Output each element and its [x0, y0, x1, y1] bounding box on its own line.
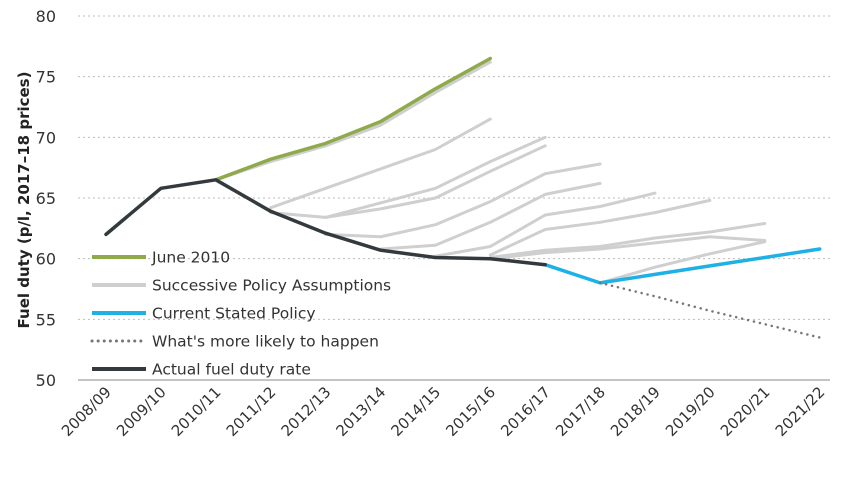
x-tick-label: 2009/10	[113, 383, 170, 440]
y-tick-labels: 50 55 60 65 70 75 80	[36, 7, 56, 390]
legend-label: June 2010	[151, 249, 230, 267]
series-line-3	[598, 281, 821, 339]
y-tick-label: 70	[36, 128, 56, 147]
policy-assumption-line-3	[269, 135, 547, 219]
policy-assumption-line-9	[488, 222, 767, 259]
policy-assumption-line-7	[433, 191, 657, 258]
x-tick-label: 2013/14	[333, 383, 390, 440]
series-line-4	[104, 178, 547, 267]
gridlines	[78, 15, 830, 320]
x-tick-label: 2017/18	[552, 383, 609, 440]
legend: June 2010 Successive Policy Assumptions Cu…	[90, 249, 391, 379]
y-tick-label: 50	[36, 371, 56, 390]
y-tick-label: 80	[36, 7, 56, 26]
policy-assumption-line-10	[488, 235, 767, 261]
policy-assumption-lines	[214, 60, 767, 285]
policy-assumption-line-1	[214, 60, 492, 182]
x-tick-labels: 2008/092009/102010/112011/122012/132013/…	[58, 383, 829, 440]
x-tick-label: 2012/13	[278, 383, 335, 440]
policy-assumption-line-6	[379, 181, 602, 251]
series-line-0	[214, 56, 493, 182]
series-lines	[104, 56, 822, 339]
policy-assumption-line-11	[598, 240, 767, 285]
policy-assumption-line-5	[324, 162, 602, 239]
x-tick-label: 2018/19	[607, 383, 664, 440]
legend-label: Actual fuel duty rate	[152, 361, 311, 379]
series-line-2	[543, 247, 822, 285]
policy-assumption-line-2	[269, 117, 492, 210]
legend-label: Current Stated Policy	[152, 305, 316, 323]
x-tick-label: 2010/11	[168, 383, 225, 440]
policy-assumption-line-8	[488, 198, 712, 257]
x-tick-label: 2021/22	[772, 383, 829, 440]
legend-label: Successive Policy Assumptions	[152, 277, 391, 295]
x-tick-label: 2020/21	[717, 383, 774, 440]
x-tick-label: 2011/12	[223, 383, 280, 440]
y-tick-label: 60	[36, 250, 56, 269]
y-tick-label: 55	[36, 310, 56, 329]
y-tick-label: 75	[36, 68, 56, 87]
x-tick-label: 2015/16	[442, 383, 499, 440]
y-axis-title: Fuel duty (p/l, 2017–18 prices)	[15, 72, 33, 329]
legend-label: What's more likely to happen	[152, 333, 379, 351]
x-tick-label: 2014/15	[387, 383, 444, 440]
policy-assumption-line-4	[324, 144, 547, 219]
x-tick-label: 2016/17	[497, 383, 554, 440]
y-tick-label: 65	[36, 189, 56, 208]
x-tick-label: 2019/20	[662, 383, 719, 440]
x-tick-label: 2008/09	[58, 383, 115, 440]
